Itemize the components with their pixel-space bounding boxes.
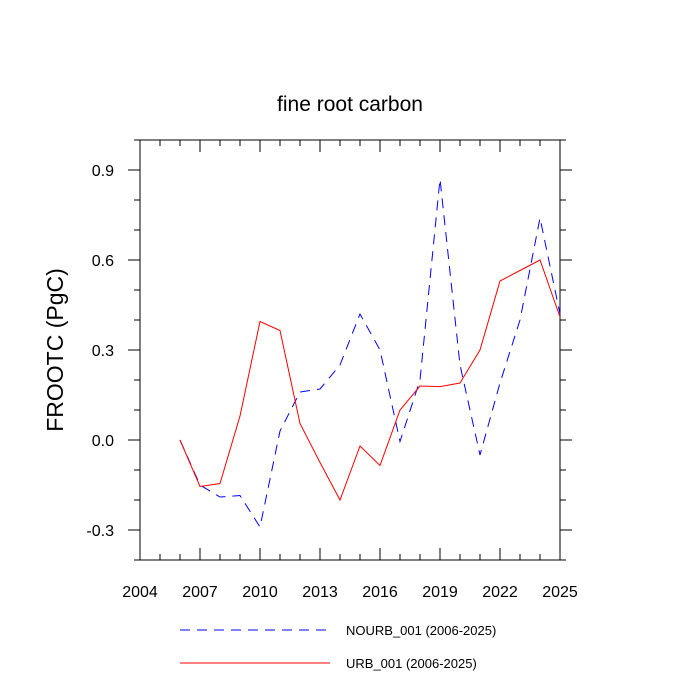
x-tick-label: 2025 [542, 584, 578, 601]
legend: NOURB_001 (2006-2025) URB_001 (2006-2025… [180, 623, 496, 671]
x-tick-labels: 2004 2007 2010 2013 2016 2019 2022 2025 [122, 584, 578, 601]
y-axis-label: FROOTC (PgC) [42, 268, 68, 432]
series-lines [179, 178, 561, 529]
x-tick-label: 2013 [302, 584, 338, 601]
y-tick-label: 0.6 [92, 253, 114, 270]
x-tick-label: 2022 [482, 584, 518, 601]
minor-ticks [134, 139, 566, 561]
series-line-nourb [179, 178, 561, 529]
chart-title: fine root carbon [277, 93, 423, 116]
series-line-urb [179, 259, 561, 502]
x-tick-label: 2016 [362, 584, 398, 601]
plot-frame [139, 139, 561, 561]
x-tick-label: 2010 [242, 584, 278, 601]
y-tick-labels: -0.3 0.0 0.3 0.6 0.9 [86, 163, 114, 540]
legend-label-nourb: NOURB_001 (2006-2025) [346, 623, 496, 638]
y-tick-label: -0.3 [86, 523, 114, 540]
major-ticks [128, 140, 572, 560]
y-tick-label: 0.0 [92, 433, 114, 450]
y-tick-label: 0.3 [92, 343, 114, 360]
legend-label-urb: URB_001 (2006-2025) [346, 656, 477, 671]
x-tick-label: 2004 [122, 584, 158, 601]
x-tick-label: 2007 [182, 584, 218, 601]
x-tick-label: 2019 [422, 584, 458, 601]
y-tick-label: 0.9 [92, 163, 114, 180]
